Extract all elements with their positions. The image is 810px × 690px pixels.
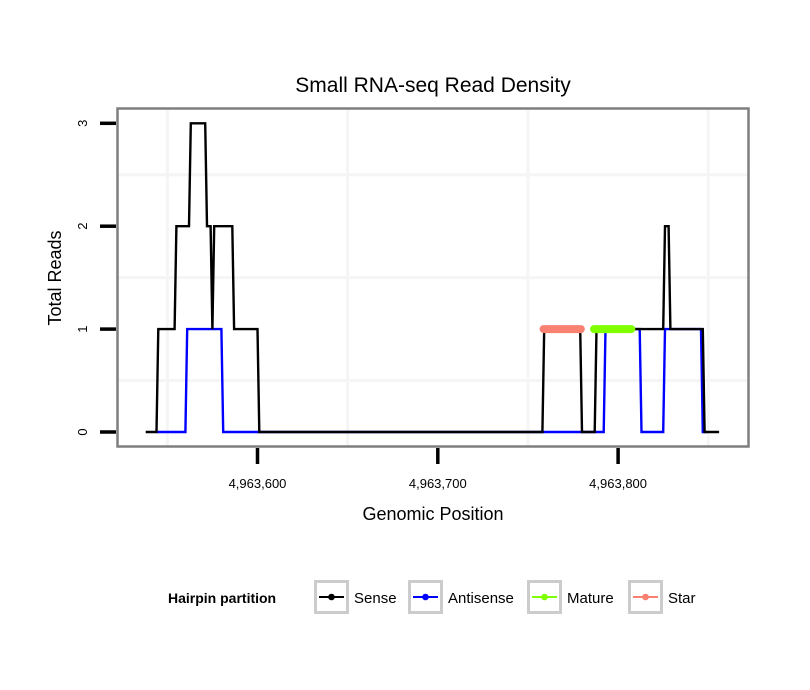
legend: Hairpin partition Sense Antisense Mature St… — [168, 580, 696, 614]
y-axis-title: Total Reads — [45, 230, 65, 325]
series-layer — [145, 122, 720, 434]
y-tick-label: 1 — [75, 325, 90, 332]
plot-panel-border — [116, 107, 750, 448]
legend-item-antisense: Antisense — [408, 580, 514, 614]
legend-label: Mature — [567, 590, 614, 607]
legend-title: Hairpin partition — [168, 590, 276, 606]
legend-key-point — [328, 593, 335, 601]
legend-item-sense: Sense — [314, 580, 397, 614]
y-tick-label: 0 — [75, 428, 90, 435]
y-tick-label: 3 — [75, 120, 90, 127]
chart-title: Small RNA-seq Read Density — [295, 74, 571, 97]
legend-label: Star — [668, 590, 696, 607]
legend-label: Sense — [354, 590, 397, 607]
y-tick-label: 2 — [75, 223, 90, 230]
x-tick-label: 4,963,600 — [229, 476, 287, 491]
legend-label: Antisense — [448, 590, 514, 607]
series-line-sense — [145, 122, 720, 434]
legend-key-point — [541, 593, 548, 601]
legend-key-point — [642, 593, 649, 601]
x-tick-label: 4,963,800 — [589, 476, 647, 491]
x-axis-title: Genomic Position — [362, 504, 503, 524]
x-axis: 4,963,600 4,963,700 4,963,800 — [229, 448, 647, 491]
x-tick-label: 4,963,700 — [409, 476, 467, 491]
legend-item-mature: Mature — [527, 580, 614, 614]
grid-lines — [118, 109, 748, 446]
legend-key-point — [422, 593, 429, 601]
y-axis: 0 1 2 3 — [75, 120, 116, 436]
legend-item-star: Star — [628, 580, 696, 614]
